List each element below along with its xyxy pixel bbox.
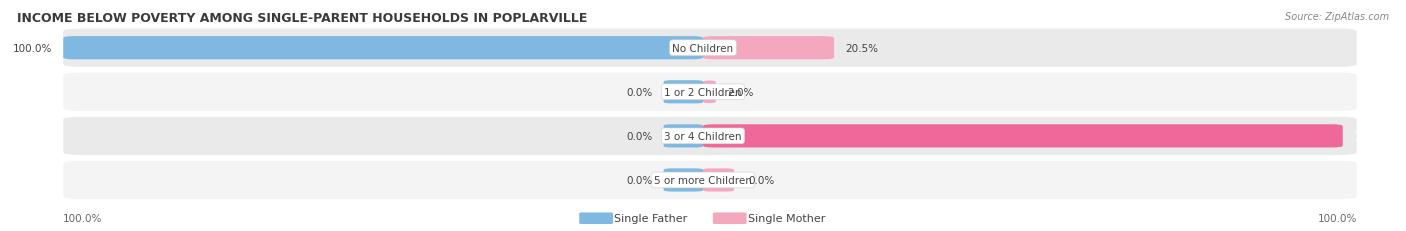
Text: 0.0%: 0.0% [748,175,775,185]
Text: Single Mother: Single Mother [748,213,825,223]
Text: Source: ZipAtlas.com: Source: ZipAtlas.com [1285,12,1389,21]
Text: 0.0%: 0.0% [626,131,652,141]
Text: 1 or 2 Children: 1 or 2 Children [664,87,742,97]
Text: 5 or more Children: 5 or more Children [654,175,752,185]
Text: Single Father: Single Father [614,213,688,223]
Text: 0.0%: 0.0% [626,175,652,185]
Text: No Children: No Children [672,43,734,54]
Text: 100.0%: 100.0% [1354,131,1393,141]
Text: 0.0%: 0.0% [626,87,652,97]
Text: 2.0%: 2.0% [727,87,754,97]
Text: 100.0%: 100.0% [13,43,52,54]
Text: 100.0%: 100.0% [1317,213,1357,223]
Text: INCOME BELOW POVERTY AMONG SINGLE-PARENT HOUSEHOLDS IN POPLARVILLE: INCOME BELOW POVERTY AMONG SINGLE-PARENT… [17,12,588,24]
Text: 100.0%: 100.0% [63,213,103,223]
Text: 20.5%: 20.5% [845,43,879,54]
Text: 3 or 4 Children: 3 or 4 Children [664,131,742,141]
